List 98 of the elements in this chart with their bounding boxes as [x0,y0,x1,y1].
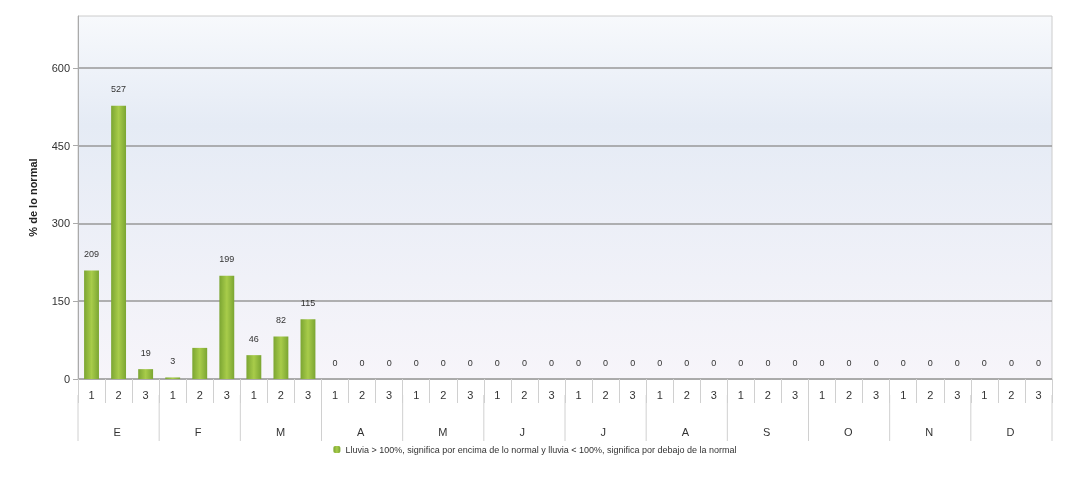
bar [219,275,235,379]
data-label: 115 [300,297,316,308]
bar [246,355,262,379]
x-tick-label: 3 [954,388,961,401]
data-label: 0 [413,357,419,368]
data-label: 0 [819,357,825,368]
data-label: 0 [603,357,609,368]
x-tick-label: 2 [115,388,122,401]
text: J [600,425,607,438]
text: M [438,425,448,438]
x-tick-label: 1 [900,388,907,401]
data-label: 0 [846,357,852,368]
data-label: 19 [140,347,151,358]
data-label: 209 [84,249,100,260]
x-tick-label: 2 [1008,388,1015,401]
data-label: 0 [711,357,717,368]
x-tick-label: 2 [846,388,853,401]
x-tick-label: 2 [521,388,528,401]
data-label: 3 [170,355,176,366]
data-label: 82 [275,314,286,325]
x-tick-label: 3 [873,388,880,401]
y-tick-label: 600 [51,61,70,74]
data-label: 0 [657,357,663,368]
x-tick-label: 3 [548,388,555,401]
text: M [275,425,286,438]
data-label: 0 [954,357,960,368]
data-label: 0 [1008,357,1014,368]
text: S [762,425,771,438]
text: E [113,425,121,438]
data-label: 0 [548,357,554,368]
bar [111,105,127,379]
x-tick-label: 3 [629,388,636,401]
x-tick-label: 2 [683,388,690,401]
x-tick-label: 3 [142,388,149,401]
x-tick-label: 3 [710,388,717,401]
x-tick-label: 1 [575,388,582,401]
x-tick-label: 1 [656,388,663,401]
y-tick-label: 450 [51,139,70,152]
data-label: 0 [467,357,473,368]
data-label: 527 [111,84,127,95]
y-axis-title: % de lo normal [26,158,39,237]
text: D [1006,425,1015,438]
data-label: 0 [765,357,771,368]
x-tick-label: 1 [88,388,95,401]
bar [138,369,154,379]
text: O [844,425,854,438]
text: J [519,425,525,438]
legend-label: Lluvia > 100%, significa por encima de lo normal y lluvia < 100%, significa por debajo de la normal [345,444,737,455]
x-tick-label: 2 [277,388,284,401]
y-tick-label: 300 [51,217,70,230]
data-label: 0 [900,357,906,368]
x-tick-label: 3 [304,388,312,401]
x-tick-label: 1 [494,388,501,401]
x-tick-label: 3 [1035,388,1042,401]
x-tick-label: 3 [223,388,230,401]
x-tick-label: 2 [927,388,934,401]
x-tick-label: 1 [169,388,176,401]
y-tick-label: 150 [51,295,70,308]
data-label: 0 [630,357,636,368]
x-tick-label: 1 [981,388,988,401]
bar [192,347,208,379]
data-label: 0 [981,357,987,368]
data-label: 0 [684,357,690,368]
text: A [681,425,690,438]
data-label: 0 [792,357,798,368]
data-label: 46 [248,333,259,344]
x-tick-label: 3 [791,388,799,401]
bar [300,319,316,379]
y-tick-label: 0 [63,373,70,385]
bar [273,336,289,379]
text: A [357,425,366,438]
data-label: 0 [359,357,365,368]
x-tick-label: 1 [818,388,826,401]
x-tick-label: 2 [602,388,609,401]
x-tick-label: 1 [331,388,339,401]
data-label: 0 [576,357,582,368]
data-label: 0 [440,357,446,368]
data-label: 199 [219,254,235,265]
x-tick-label: 3 [386,388,393,401]
data-label: 0 [1035,357,1041,368]
x-tick-label: 2 [440,388,447,401]
x-tick-label: 2 [196,388,203,401]
x-tick-label: 1 [250,388,257,401]
data-label: 0 [521,357,527,368]
x-tick-label: 3 [467,388,474,401]
data-label: 0 [738,357,744,368]
text: F [194,425,202,438]
data-label: 0 [494,357,500,368]
data-label: 0 [927,357,933,368]
data-label: 0 [873,357,879,368]
x-tick-label: 2 [359,388,366,401]
data-label: 0 [332,357,338,368]
x-tick-label: 1 [413,388,420,401]
x-tick-label: 1 [737,388,744,401]
text: N [925,425,934,438]
data-label: 0 [386,357,392,368]
bar [84,270,99,379]
x-tick-label: 2 [764,388,771,401]
